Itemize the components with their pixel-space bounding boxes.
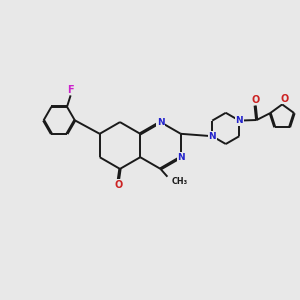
Text: CH₃: CH₃ [171, 177, 188, 186]
Text: N: N [208, 132, 216, 141]
Text: N: N [177, 153, 184, 162]
Text: O: O [280, 94, 289, 104]
Text: F: F [67, 85, 74, 95]
Text: O: O [251, 94, 259, 105]
Text: N: N [157, 118, 164, 127]
Text: O: O [114, 180, 123, 190]
Text: N: N [236, 116, 243, 125]
